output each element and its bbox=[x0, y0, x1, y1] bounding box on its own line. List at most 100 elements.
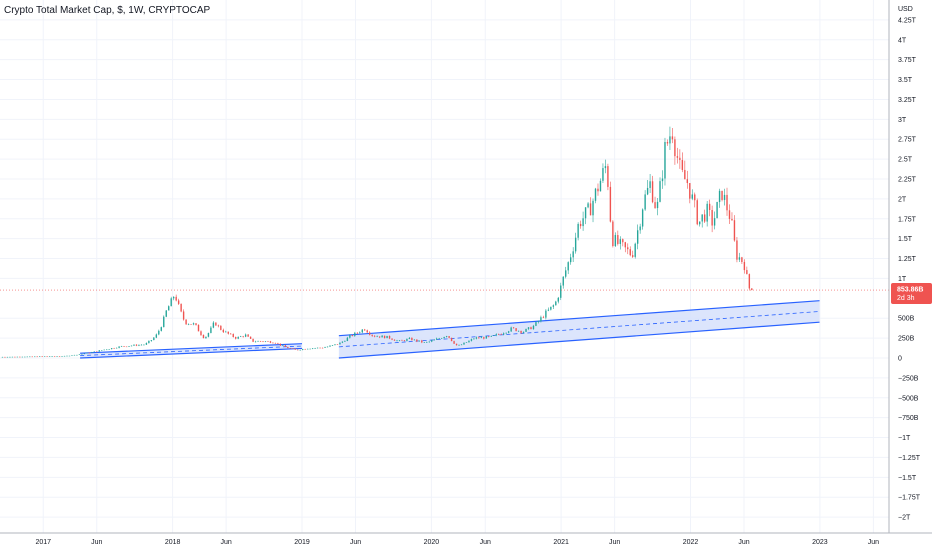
candle-body-58 bbox=[145, 343, 148, 345]
candle-body-229 bbox=[569, 257, 572, 263]
y-tick-label-16: 0 bbox=[898, 355, 902, 362]
candle-body-31 bbox=[78, 354, 81, 355]
candle-body-130 bbox=[324, 347, 326, 348]
candle-body-187 bbox=[465, 342, 468, 343]
candle-body-296 bbox=[736, 240, 738, 260]
candle-body-215 bbox=[535, 322, 537, 326]
candle-body-18 bbox=[46, 356, 48, 357]
candle-body-183 bbox=[455, 343, 458, 346]
candle-body-48 bbox=[120, 346, 123, 347]
candle-body-288 bbox=[716, 202, 718, 219]
candle-body-241 bbox=[599, 180, 602, 192]
candle-body-195 bbox=[485, 336, 488, 339]
candle-body-282 bbox=[701, 214, 703, 222]
channel-lower-line-1[interactable] bbox=[338, 321, 820, 359]
y-tick-label-19: −750B bbox=[898, 415, 919, 422]
y-tick-label-15: 250B bbox=[898, 336, 915, 343]
candle-body-136 bbox=[339, 342, 341, 345]
candle-body-95 bbox=[237, 336, 239, 339]
candle-body-23 bbox=[58, 356, 61, 357]
candle-body-54 bbox=[135, 344, 138, 346]
chart-title: Crypto Total Market Cap, $, 1W, CRYPTOCA… bbox=[4, 5, 211, 16]
channel-upper-line-0[interactable] bbox=[80, 343, 303, 354]
last-price-tag[interactable]: 853.86B 2d 3h bbox=[891, 283, 932, 305]
candle-body-289 bbox=[718, 190, 721, 203]
channel-lower-line-0[interactable] bbox=[80, 347, 303, 359]
candle-body-106 bbox=[264, 341, 267, 342]
candle-body-202 bbox=[502, 333, 505, 335]
candle-body-166 bbox=[413, 339, 416, 341]
candle-body-169 bbox=[421, 340, 423, 343]
candle-body-3 bbox=[9, 356, 11, 358]
candle-body-74 bbox=[185, 319, 187, 325]
candle-body-176 bbox=[438, 338, 440, 339]
x-tick-label-0: 2017 bbox=[35, 539, 51, 546]
candle-body-251 bbox=[624, 242, 626, 248]
candle-body-13 bbox=[34, 356, 36, 358]
candle-body-174 bbox=[433, 339, 435, 341]
candle-body-85 bbox=[212, 322, 215, 328]
candle-body-112 bbox=[279, 343, 282, 346]
candle-body-173 bbox=[431, 340, 433, 342]
candle-body-84 bbox=[210, 327, 212, 333]
last-price-tag-background bbox=[891, 283, 932, 305]
y-tick-label-14: 500B bbox=[898, 316, 915, 323]
candle-body-163 bbox=[406, 338, 408, 341]
candle-body-90 bbox=[225, 331, 227, 333]
candle-body-261 bbox=[649, 181, 651, 188]
candle-body-104 bbox=[259, 341, 262, 342]
candle-body-160 bbox=[398, 340, 401, 341]
candle-body-208 bbox=[517, 330, 520, 332]
candle-body-146 bbox=[364, 329, 366, 331]
candle-body-7 bbox=[19, 356, 21, 358]
candle-body-129 bbox=[321, 347, 324, 349]
candle-body-44 bbox=[110, 348, 113, 350]
candle-body-78 bbox=[195, 323, 197, 325]
candle-body-228 bbox=[567, 262, 569, 271]
candle-body-9 bbox=[24, 356, 26, 358]
candle-body-116 bbox=[289, 348, 292, 349]
candle-body-76 bbox=[190, 324, 192, 325]
candle-body-79 bbox=[197, 324, 200, 332]
candle-body-243 bbox=[604, 166, 607, 169]
x-tick-label-1: Jun bbox=[91, 539, 102, 546]
candle-body-50 bbox=[125, 346, 128, 348]
candle-body-165 bbox=[411, 337, 413, 341]
candle-body-131 bbox=[326, 346, 329, 348]
candle-body-0 bbox=[1, 356, 4, 358]
candle-body-47 bbox=[118, 346, 120, 348]
channel-upper-line-1[interactable] bbox=[338, 300, 820, 337]
candle-body-203 bbox=[505, 332, 507, 334]
candle-body-262 bbox=[651, 181, 654, 203]
candle-body-233 bbox=[579, 223, 582, 227]
candle-body-69 bbox=[172, 296, 175, 299]
candle-body-280 bbox=[696, 200, 698, 225]
candle-body-190 bbox=[473, 338, 475, 340]
candle-body-158 bbox=[393, 339, 396, 341]
candle-body-257 bbox=[639, 226, 641, 231]
candle-body-59 bbox=[148, 340, 150, 344]
candle-body-39 bbox=[98, 350, 100, 352]
candle-body-4 bbox=[11, 356, 14, 358]
y-tick-label-18: −500B bbox=[898, 395, 919, 402]
candle-body-291 bbox=[723, 194, 726, 200]
candle-body-16 bbox=[41, 356, 43, 357]
candle-body-302 bbox=[751, 288, 753, 291]
candle-body-206 bbox=[512, 327, 515, 329]
candle-body-149 bbox=[371, 334, 373, 336]
candle-body-269 bbox=[669, 136, 671, 144]
candle-body-186 bbox=[463, 342, 465, 345]
x-tick-label-7: Jun bbox=[480, 539, 491, 546]
candle-body-156 bbox=[388, 335, 391, 339]
candle-body-175 bbox=[436, 338, 438, 340]
candle-body-265 bbox=[659, 181, 661, 202]
candle-body-91 bbox=[227, 331, 229, 334]
candle-body-249 bbox=[619, 239, 622, 244]
candle-body-234 bbox=[582, 218, 584, 227]
candle-body-274 bbox=[681, 160, 684, 170]
x-tick-label-13: Jun bbox=[868, 539, 879, 546]
candle-body-295 bbox=[733, 220, 736, 241]
candle-body-272 bbox=[676, 156, 679, 158]
